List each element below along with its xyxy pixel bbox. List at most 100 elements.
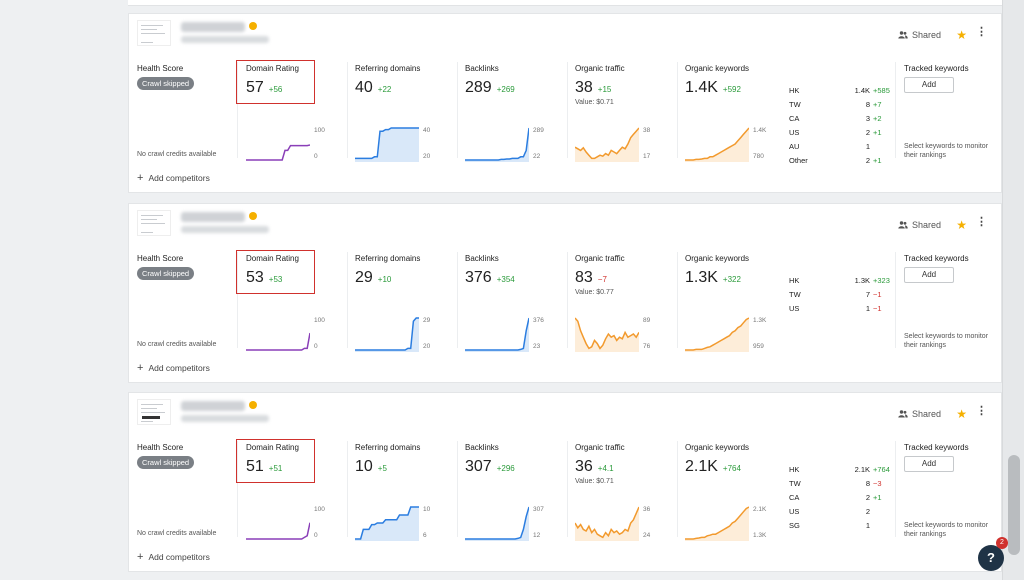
site-thumbnail[interactable] <box>137 399 171 425</box>
sparkline-line <box>355 506 419 540</box>
sparkline-area <box>685 507 749 541</box>
health-score[interactable]: Health Score Crawl skipped <box>137 443 195 470</box>
metric-label: Organic keywords <box>685 254 750 263</box>
country-code: US <box>789 507 800 516</box>
metric-organic-keywords[interactable]: Organic keywords 1.4K +592 <box>685 64 749 97</box>
star-icon[interactable]: ★ <box>956 218 967 232</box>
shared-indicator[interactable]: Shared <box>898 409 941 419</box>
metric-label: Organic keywords <box>685 443 750 452</box>
tracked-keywords-label: Tracked keywords <box>904 254 969 263</box>
sparkline-line <box>574 506 640 539</box>
country-row: SG 1 <box>789 521 883 535</box>
country-value: 1 <box>865 521 870 530</box>
metric-value: 307 <box>465 458 492 475</box>
project-card[interactable]: Shared ★ ⋮ Health Score Crawl skipped No… <box>128 392 1002 572</box>
country-row: CA 3 +2 <box>789 114 883 128</box>
help-button[interactable]: ? <box>978 545 1004 571</box>
add-competitors-label: Add competitors <box>148 363 210 373</box>
sparkline-chart <box>465 124 530 167</box>
sparkline-min: 0 <box>314 532 318 539</box>
metric-referring-domains[interactable]: Referring domains 10 +5 <box>355 443 420 476</box>
scrollbar-thumb[interactable] <box>1008 455 1020 555</box>
metric-organic-traffic[interactable]: Organic traffic 36 +4.1 Value: $0.71 <box>575 443 625 485</box>
country-value: 2 <box>865 507 870 516</box>
sparkline-max: 100 <box>314 317 325 324</box>
previous-card-edge <box>128 0 1002 6</box>
project-card[interactable]: Shared ★ ⋮ Health Score Crawl skipped No… <box>128 203 1002 383</box>
scrollbar[interactable] <box>1002 0 1024 580</box>
site-thumbnail[interactable] <box>137 20 171 46</box>
metric-label: Backlinks <box>465 64 499 73</box>
traffic-value: Value: $0.71 <box>575 478 614 485</box>
add-tracked-keywords-button[interactable]: Add <box>904 267 954 283</box>
project-card[interactable]: Shared ★ ⋮ Health Score Crawl skipped No… <box>128 13 1002 193</box>
metric-organic-keywords[interactable]: Organic keywords 1.3K +322 <box>685 254 749 287</box>
metric-label: Organic traffic <box>575 64 625 73</box>
metric-change: +764 <box>722 464 741 473</box>
sparkline-max: 100 <box>314 127 325 134</box>
metric-change: +15 <box>597 85 612 94</box>
project-name-blurred[interactable] <box>181 212 245 222</box>
metric-change: +5 <box>377 464 387 473</box>
star-icon[interactable]: ★ <box>956 407 967 421</box>
sparkline-chart <box>355 314 419 357</box>
metric-organic-traffic[interactable]: Organic traffic 38 +15 Value: $0.71 <box>575 64 625 106</box>
left-gutter <box>0 0 128 580</box>
metric-backlinks[interactable]: Backlinks 307 +296 <box>465 443 515 476</box>
star-icon[interactable]: ★ <box>956 28 967 42</box>
add-competitors-link[interactable]: + Add competitors <box>137 551 210 563</box>
metric-organic-keywords[interactable]: Organic keywords 2.1K +764 <box>685 443 749 476</box>
metric-backlinks[interactable]: Backlinks 289 +269 <box>465 64 515 97</box>
add-competitors-link[interactable]: + Add competitors <box>137 362 210 374</box>
metric-referring-domains[interactable]: Referring domains 40 +22 <box>355 64 420 97</box>
country-row: CA 2 +1 <box>789 493 883 507</box>
shared-indicator[interactable]: Shared <box>898 30 941 40</box>
sparkline-max: 10 <box>423 506 431 513</box>
metric-label: Backlinks <box>465 443 499 452</box>
sparkline-line <box>574 317 640 350</box>
shared-indicator[interactable]: Shared <box>898 220 941 230</box>
country-code: HK <box>789 276 800 285</box>
sparkline-min: 24 <box>643 532 651 539</box>
health-score[interactable]: Health Score Crawl skipped <box>137 254 195 281</box>
metric-domain-rating[interactable]: Domain Rating 53 +53 <box>246 254 299 287</box>
more-menu-icon[interactable]: ⋮ <box>976 405 987 417</box>
tracked-keywords-hint: Select keywords to monitor their ranking… <box>904 522 989 538</box>
metric-label: Domain Rating <box>246 443 299 452</box>
metric-change: +269 <box>496 85 515 94</box>
add-competitors-link[interactable]: + Add competitors <box>137 172 210 184</box>
project-url-blurred[interactable] <box>181 36 269 43</box>
country-code: TW <box>789 290 801 299</box>
country-change <box>873 507 883 521</box>
sparkline-line <box>355 127 419 160</box>
country-change: −1 <box>873 290 882 299</box>
project-name-blurred[interactable] <box>181 401 245 411</box>
project-name-blurred[interactable] <box>181 22 245 32</box>
sparkline-chart <box>465 314 530 357</box>
sparkline-max: 100 <box>314 506 325 513</box>
sparkline-area <box>575 318 639 352</box>
site-thumbnail[interactable] <box>137 210 171 236</box>
add-tracked-keywords-button[interactable]: Add <box>904 456 954 472</box>
more-menu-icon[interactable]: ⋮ <box>976 26 987 38</box>
metric-backlinks[interactable]: Backlinks 376 +354 <box>465 254 515 287</box>
shared-label: Shared <box>911 409 941 419</box>
crawl-status-badge: Crawl skipped <box>137 77 195 90</box>
metric-domain-rating[interactable]: Domain Rating 57 +56 <box>246 64 299 97</box>
metric-domain-rating[interactable]: Domain Rating 51 +51 <box>246 443 299 476</box>
metric-referring-domains[interactable]: Referring domains 29 +10 <box>355 254 420 287</box>
sparkline-line <box>685 506 750 540</box>
tracked-keywords-label: Tracked keywords <box>904 443 969 452</box>
metric-change: +296 <box>496 464 515 473</box>
more-menu-icon[interactable]: ⋮ <box>976 216 987 228</box>
project-url-blurred[interactable] <box>181 415 269 422</box>
sparkline-line <box>246 144 311 161</box>
add-tracked-keywords-button[interactable]: Add <box>904 77 954 93</box>
metric-organic-traffic[interactable]: Organic traffic 83 −7 Value: $0.77 <box>575 254 625 296</box>
sparkline-max: 307 <box>533 506 544 513</box>
domain-rating-highlight <box>236 60 315 104</box>
health-score[interactable]: Health Score Crawl skipped <box>137 64 195 91</box>
project-url-blurred[interactable] <box>181 226 269 233</box>
sparkline-chart <box>355 503 419 546</box>
sparkline-max: 1.3K <box>753 317 767 324</box>
